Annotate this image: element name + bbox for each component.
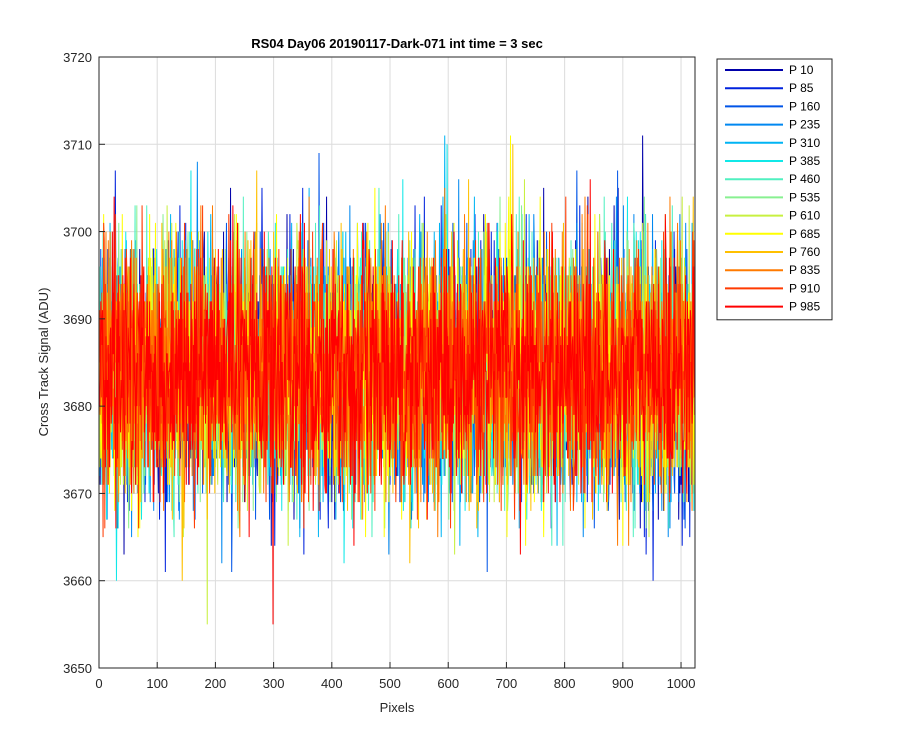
x-tick-label: 700: [496, 676, 518, 691]
y-axis-label: Cross Track Signal (ADU): [36, 288, 51, 437]
legend-label: P 685: [789, 227, 820, 241]
chart-title: RS04 Day06 20190117-Dark-071 int time = …: [251, 36, 543, 51]
legend-label: P 535: [789, 190, 820, 204]
legend-box: [716, 58, 833, 321]
data-series-group: [99, 135, 696, 625]
legend-label: P 985: [789, 300, 820, 314]
x-tick-label: 800: [554, 676, 576, 691]
series-line-p985: [99, 179, 696, 625]
x-tick-label: 1000: [667, 676, 696, 691]
legend-label: P 385: [789, 154, 820, 168]
y-tick-label: 3690: [63, 312, 92, 327]
x-tick-label: 600: [437, 676, 459, 691]
legend-label: P 610: [789, 209, 820, 223]
legend-label: P 460: [789, 172, 820, 186]
plot-frame: [98, 56, 696, 669]
y-tick-label: 3680: [63, 399, 92, 414]
legend-label: P 835: [789, 263, 820, 277]
x-tick-label: 900: [612, 676, 634, 691]
y-tick-label: 3700: [63, 225, 92, 240]
legend-label: P 310: [789, 136, 820, 150]
legend: P 10 P 85 P 160 P 235 P 310 P 385 P 460 P 535 P …: [716, 58, 833, 321]
y-tick-label: 3720: [63, 50, 92, 65]
legend-label: P 160: [789, 99, 820, 113]
legend-label: P 235: [789, 118, 820, 132]
x-axis-label: Pixels: [380, 700, 415, 715]
legend-label: P 85: [789, 81, 814, 95]
x-tick-label: 100: [146, 676, 168, 691]
x-tick-label: 300: [263, 676, 285, 691]
y-tick-label: 3670: [63, 486, 92, 501]
legend-label: P 910: [789, 281, 820, 295]
x-tick-label: 0: [95, 676, 102, 691]
series-line-p910: [99, 196, 696, 538]
x-tick-label: 500: [379, 676, 401, 691]
x-tick-label: 200: [205, 676, 227, 691]
y-tick-label: 3710: [63, 137, 92, 152]
y-tick-label: 3660: [63, 574, 92, 589]
legend-label: P 10: [789, 63, 814, 77]
x-tick-label: 400: [321, 676, 343, 691]
legend-label: P 760: [789, 245, 820, 259]
axis-ticks: 0 100 200 300 400 500 600 700 800 900 1000 3650 3660…: [63, 50, 695, 691]
y-tick-label: 3650: [63, 661, 92, 676]
